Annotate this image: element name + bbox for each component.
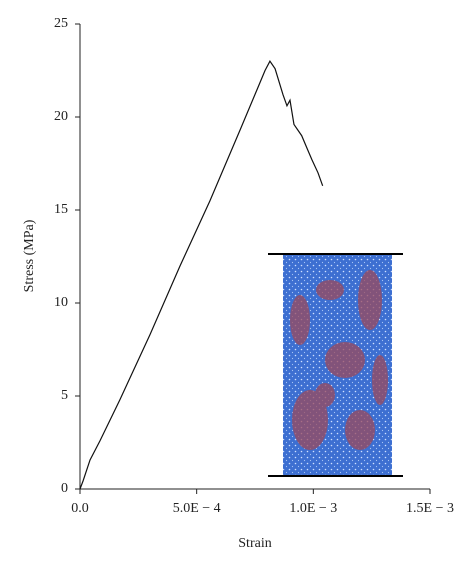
x-tick-label: 1.5E − 3 [406,501,454,516]
x-axis-label: Strain [238,536,271,551]
y-tick-label: 10 [54,295,68,310]
y-tick-label: 5 [61,388,68,403]
y-tick-label: 0 [61,481,68,496]
inset-specimen [268,253,403,477]
x-tick-label: 0.0 [71,501,89,516]
x-tick-label: 1.0E − 3 [289,501,337,516]
y-tick-label: 25 [54,16,68,31]
y-tick-label: 20 [54,109,68,124]
x-tick-label: 5.0E − 4 [173,501,221,516]
line-series [79,60,324,490]
y-tick-label: 15 [54,202,68,217]
y-axis-label: Stress (MPa) [22,219,37,292]
